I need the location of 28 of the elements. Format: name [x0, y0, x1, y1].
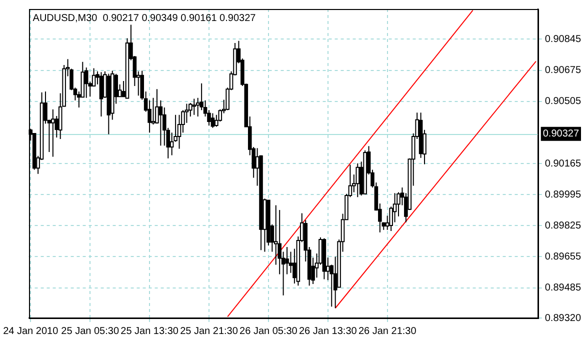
y-tick-label: 0.89320 — [544, 312, 582, 324]
candlestick — [356, 162, 360, 198]
x-tick-label: 26 Jan 21:30 — [358, 326, 417, 337]
y-tick-label: 0.90505 — [544, 96, 582, 108]
chart-title: AUDUSD,M30 0.90217 0.90349 0.90161 0.90327 — [32, 12, 256, 24]
y-tick-label: 0.90675 — [544, 65, 582, 76]
y-tick-label: 0.90845 — [544, 34, 582, 45]
candlestick — [177, 114, 182, 150]
candlestick — [363, 150, 367, 195]
x-tick-label: 25 Jan 05:30 — [61, 326, 120, 337]
candlestick — [106, 73, 111, 135]
y-tick-label: 0.89655 — [544, 252, 582, 262]
y-tick-label: 0.89485 — [544, 282, 582, 294]
y-tick-label: 0.89825 — [544, 220, 582, 232]
candlestick — [32, 133, 36, 170]
x-tick-label: 26 Jan 13:30 — [298, 326, 358, 337]
candlestick — [322, 238, 326, 280]
candlestick — [210, 112, 215, 128]
x-tick-label: 25 Jan 13:30 — [120, 326, 179, 337]
candlestick — [192, 98, 196, 116]
x-tick-label: 26 Jan 05:30 — [240, 326, 298, 337]
y-tick-label: 0.89995 — [544, 189, 582, 200]
ref-line-label: 0.90327 — [542, 128, 580, 140]
candlestick — [51, 108, 55, 158]
candlestick — [99, 72, 104, 118]
x-tick-label: 25 Jan 21:30 — [180, 326, 238, 337]
x-tick-label: 24 Jan 2010 — [3, 326, 59, 337]
y-tick-label: 0.90165 — [544, 158, 582, 170]
